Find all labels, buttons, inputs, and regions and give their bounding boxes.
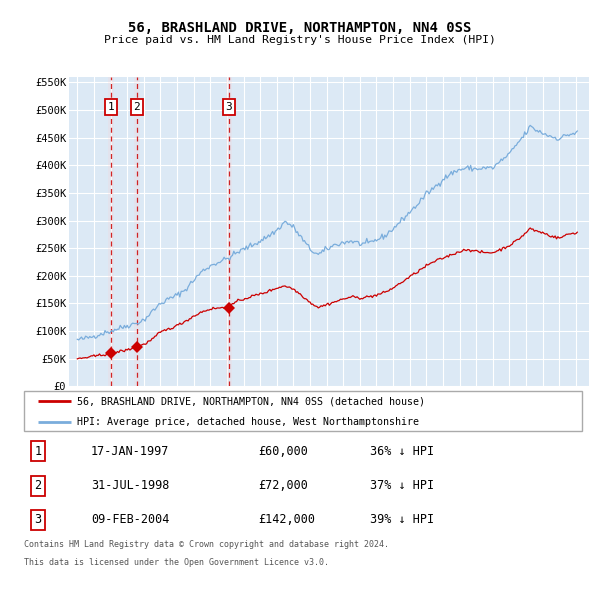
Text: 1: 1 — [108, 102, 115, 112]
Text: 39% ↓ HPI: 39% ↓ HPI — [370, 513, 434, 526]
Text: £60,000: £60,000 — [259, 445, 308, 458]
Text: 31-JUL-1998: 31-JUL-1998 — [91, 479, 169, 492]
Text: 2: 2 — [34, 479, 41, 492]
Text: 56, BRASHLAND DRIVE, NORTHAMPTON, NN4 0SS (detached house): 56, BRASHLAND DRIVE, NORTHAMPTON, NN4 0S… — [77, 396, 425, 406]
Text: 36% ↓ HPI: 36% ↓ HPI — [370, 445, 434, 458]
Text: 3: 3 — [34, 513, 41, 526]
Text: 2: 2 — [133, 102, 140, 112]
Text: 37% ↓ HPI: 37% ↓ HPI — [370, 479, 434, 492]
Text: £72,000: £72,000 — [259, 479, 308, 492]
Bar — [108, 77, 114, 386]
Bar — [226, 77, 232, 386]
Text: 09-FEB-2004: 09-FEB-2004 — [91, 513, 169, 526]
Text: £142,000: £142,000 — [259, 513, 316, 526]
Text: This data is licensed under the Open Government Licence v3.0.: This data is licensed under the Open Gov… — [24, 558, 329, 566]
Text: 3: 3 — [226, 102, 232, 112]
Text: HPI: Average price, detached house, West Northamptonshire: HPI: Average price, detached house, West… — [77, 417, 419, 427]
Bar — [134, 77, 140, 386]
Text: Contains HM Land Registry data © Crown copyright and database right 2024.: Contains HM Land Registry data © Crown c… — [24, 540, 389, 549]
Text: 56, BRASHLAND DRIVE, NORTHAMPTON, NN4 0SS: 56, BRASHLAND DRIVE, NORTHAMPTON, NN4 0S… — [128, 21, 472, 35]
FancyBboxPatch shape — [24, 391, 582, 431]
Text: 1: 1 — [34, 445, 41, 458]
Text: Price paid vs. HM Land Registry's House Price Index (HPI): Price paid vs. HM Land Registry's House … — [104, 35, 496, 45]
Text: 17-JAN-1997: 17-JAN-1997 — [91, 445, 169, 458]
